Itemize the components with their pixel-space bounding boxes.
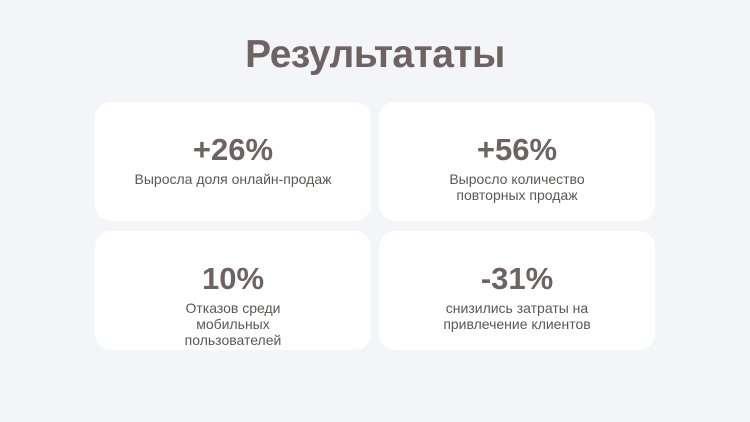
result-value: 10%: [201, 261, 265, 296]
result-card: -31% снизились затраты на привлечение кл…: [379, 231, 655, 350]
result-card: +56% Выросло количество повторных продаж: [379, 102, 655, 221]
result-value: +26%: [192, 132, 274, 167]
result-value: +56%: [476, 132, 558, 167]
result-description: Выросла доля онлайн-продаж: [134, 171, 332, 187]
result-value: -31%: [480, 261, 554, 296]
result-card: +26% Выросла доля онлайн-продаж: [95, 102, 371, 221]
result-description: Отказов среди мобильных пользователей: [184, 300, 282, 348]
result-card: 10% Отказов среди мобильных пользователе…: [95, 231, 371, 350]
result-description: снизились затраты на привлечение клиенто…: [443, 300, 591, 332]
result-description: Выросло количество повторных продаж: [449, 171, 585, 203]
page-title: Результататы: [245, 33, 505, 76]
